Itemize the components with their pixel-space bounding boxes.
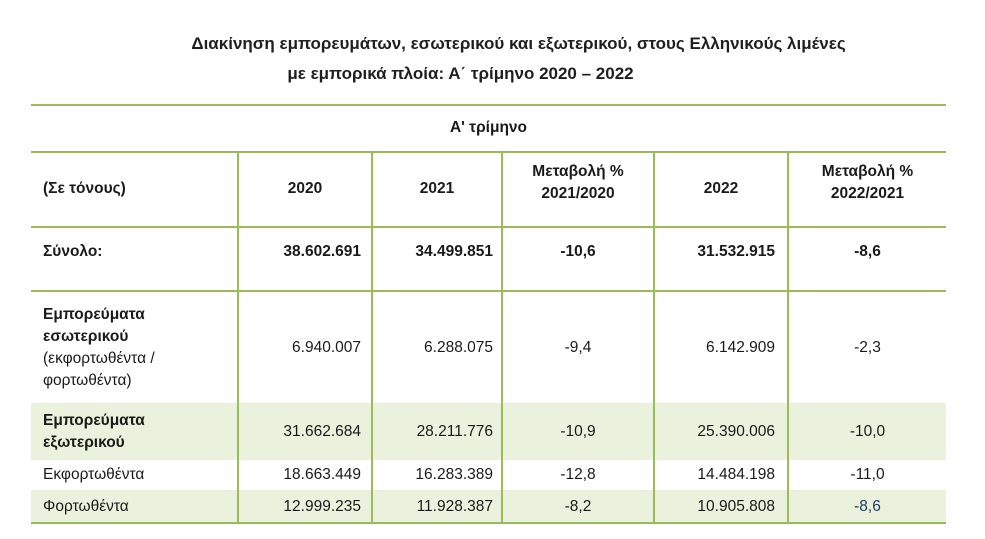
row-total-2020: 38.602.691 <box>283 243 361 260</box>
row-unloaded-2021: 16.283.389 <box>415 466 493 483</box>
page-title-line2: με εμπορικά πλοία: Α΄ τρίμηνο 2020 – 202… <box>287 64 634 83</box>
row-foreign-change1: -10,9 <box>560 422 596 440</box>
row-loaded-change1: -8,2 <box>564 497 592 515</box>
header-2021: 2021 <box>419 180 455 197</box>
header-change1-line2: 2021/2020 <box>541 185 615 202</box>
group-header: Α' τρίμηνο <box>449 119 528 136</box>
header-change-2022-2021: Μεταβολή % 2022/2021 <box>789 153 946 213</box>
header-2020: 2020 <box>287 180 323 197</box>
row-total-label: Σύνολο: <box>43 243 103 260</box>
col-divider-5 <box>787 152 789 522</box>
header-bottom-border <box>31 226 946 228</box>
row-domestic-label-l1: Εμπορεύματα <box>43 306 145 323</box>
row-foreign-2022: 25.390.006 <box>697 422 775 440</box>
row-loaded-2020: 12.999.235 <box>283 497 361 515</box>
row-total-2021: 34.499.851 <box>415 243 493 260</box>
col-divider-3 <box>501 152 503 522</box>
row-domestic-label-l2: εσωτερικού <box>43 328 129 345</box>
col-divider-1 <box>237 152 239 522</box>
row-foreign-label-l1: Εμπορεύματα <box>43 411 145 429</box>
header-change2-line1: Μεταβολή % <box>821 163 914 180</box>
row-domestic-sub-l1: (εκφορτωθέντα / <box>43 350 155 367</box>
row-band-foreign <box>31 403 946 460</box>
table-bottom-border <box>31 522 946 524</box>
row-loaded-2021: 11.928.387 <box>416 497 493 515</box>
row-domestic-2022: 6.142.909 <box>706 339 775 356</box>
header-change1-line1: Μεταβολή % <box>532 163 624 180</box>
row-loaded-label: Φορτωθέντα <box>43 497 129 515</box>
row-foreign-label: Εμπορεύματα εξωτερικού <box>43 404 237 459</box>
table-top-border <box>31 104 946 106</box>
row-domestic-sub-l2: φορτωθέντα) <box>43 372 132 389</box>
row-total-change1: -10,6 <box>560 243 596 260</box>
row-loaded-change2: -8,6 <box>854 497 881 515</box>
row-domestic-2021: 6.288.075 <box>424 339 493 356</box>
row-foreign-change2: -10,0 <box>849 422 886 440</box>
row-domestic-change2: -2,3 <box>854 339 881 356</box>
row-unloaded-label: Εκφορτωθέντα <box>43 466 145 483</box>
row-unloaded-2020: 18.663.449 <box>283 466 361 483</box>
col-divider-4 <box>653 152 655 522</box>
row-unloaded-2022: 14.484.198 <box>697 466 775 483</box>
header-2022: 2022 <box>703 180 739 197</box>
group-header-border <box>31 151 946 153</box>
header-change-2021-2020: Μεταβολή % 2021/2020 <box>503 153 653 213</box>
row-band-loaded <box>31 490 946 523</box>
row-domestic-2020: 6.940.007 <box>292 339 361 356</box>
col-divider-2 <box>371 152 373 522</box>
row-foreign-label-l2: εξωτερικού <box>43 433 125 451</box>
row-loaded-2022: 10.905.808 <box>697 497 775 515</box>
header-unit: (Σε τόνους) <box>43 180 126 197</box>
row-total-change2: -8,6 <box>854 243 881 260</box>
row-domestic-label: Εμπορεύματα εσωτερικού (εκφορτωθέντα / φ… <box>43 294 237 402</box>
row-domestic-change1: -9,4 <box>564 339 592 356</box>
row-foreign-2020: 31.662.684 <box>283 422 361 440</box>
page-title-line1: Διακίνηση εμπορευμάτων, εσωτερικού και ε… <box>191 34 846 53</box>
total-bottom-border <box>31 290 946 292</box>
header-change2-line2: 2022/2021 <box>830 185 905 202</box>
row-unloaded-change2: -11,0 <box>850 466 885 483</box>
row-unloaded-change1: -12,8 <box>560 466 596 483</box>
row-foreign-2021: 28.211.776 <box>416 422 493 440</box>
row-total-2022: 31.532.915 <box>697 243 775 260</box>
